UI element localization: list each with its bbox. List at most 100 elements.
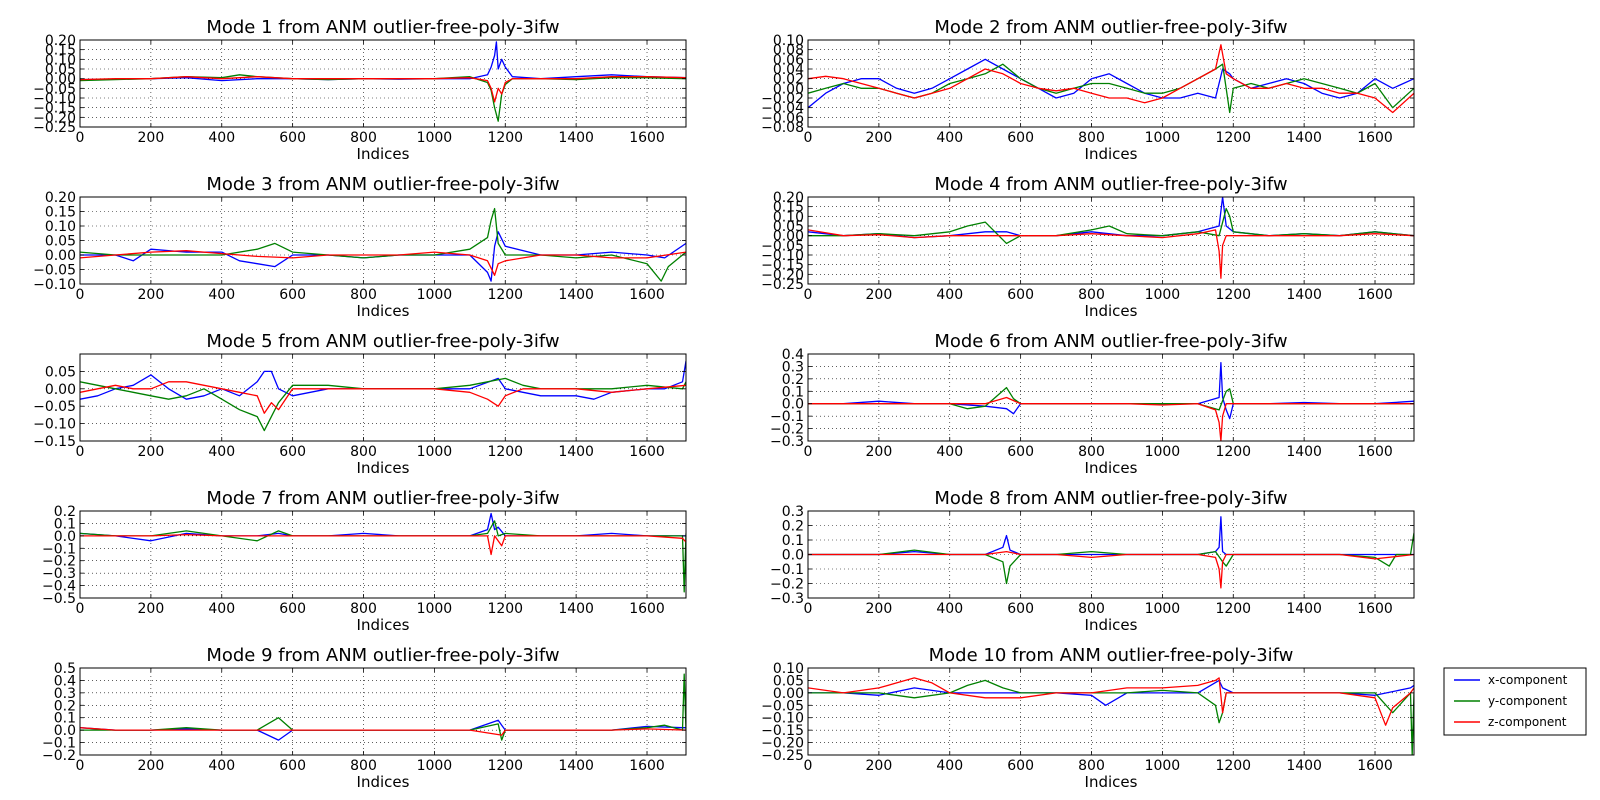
x-tick-label: 0	[804, 444, 813, 460]
subplots-grid: 0 200 400 600 800 1000 1200 1400 1600−0.25−0.20−…	[33, 17, 1415, 791]
x-tick-label: 800	[350, 444, 377, 460]
series-line-z	[80, 381, 686, 414]
x-tick-label: 1400	[558, 601, 594, 617]
y-tick-label: −0.15	[33, 434, 76, 450]
x-tick-label: 1000	[1145, 287, 1181, 303]
series-group	[80, 512, 686, 593]
plot-area	[80, 354, 686, 441]
x-tick-label: 200	[138, 601, 165, 617]
y-tick-label: 0.04	[773, 62, 804, 78]
x-tick-label: 400	[936, 444, 963, 460]
x-tick-label: 200	[138, 758, 165, 774]
y-tick-label: 0.05	[45, 62, 76, 78]
plot-area	[80, 668, 686, 755]
x-tick-label: 1200	[1215, 601, 1251, 617]
x-tick-label: 1600	[1357, 444, 1393, 460]
x-tick-label: 200	[866, 758, 893, 774]
series-line-z	[80, 250, 686, 276]
series-line-z	[808, 396, 1414, 441]
series-group	[808, 362, 1414, 441]
axes-frame	[79, 510, 687, 599]
legend: x-component y-component z-component	[1443, 667, 1587, 736]
y-tick-label: −0.3	[770, 434, 804, 450]
y-tick-label: −0.1	[42, 541, 76, 557]
x-axis-label: Indices	[1085, 773, 1138, 791]
y-tick-label: −0.2	[42, 748, 76, 764]
y-tick-label: −0.1	[770, 562, 804, 578]
x-tick-label: 1400	[1286, 287, 1322, 303]
x-axis-label: Indices	[357, 459, 410, 477]
x-tick-label: 800	[1078, 130, 1105, 146]
y-tick-label: 0.20	[45, 33, 76, 49]
x-tick-label: 800	[350, 758, 377, 774]
x-tick-label: 400	[208, 601, 235, 617]
y-tick-label: 0.05	[773, 673, 804, 689]
x-tick-label: 1400	[1286, 130, 1322, 146]
y-tick-label: −0.05	[33, 81, 76, 97]
x-tick-label: 800	[350, 130, 377, 146]
subplot-title: Mode 9 from ANM outlier-free-poly-3ifw	[206, 645, 559, 666]
axes-frame	[79, 353, 687, 442]
y-tick-label: 0.4	[782, 347, 804, 363]
x-tick-label: 1200	[1215, 444, 1251, 460]
axes-frame	[807, 353, 1415, 442]
y-tick-label: −0.1	[42, 736, 76, 752]
y-tick-label: 0.2	[782, 372, 804, 388]
series-group	[808, 197, 1414, 279]
x-axis-label: Indices	[357, 145, 410, 163]
x-tick-label: 1200	[1215, 287, 1251, 303]
x-axis-label: Indices	[357, 773, 410, 791]
x-tick-label: 1400	[558, 287, 594, 303]
x-tick-label: 800	[1078, 287, 1105, 303]
y-tick-label: −0.10	[761, 248, 804, 264]
x-tick-label: 600	[279, 287, 306, 303]
x-tick-label: 1400	[558, 130, 594, 146]
subplot-mode-5: 0 200 400 600 800 1000 1200 1400 1600 −0.15−0.10 −…	[33, 331, 687, 477]
x-tick-label: 400	[936, 287, 963, 303]
series-group	[80, 41, 686, 122]
subplot-mode-3: 0 200 400 600 800 1000 1200 1400 1600−0.10−0.050…	[33, 174, 687, 320]
series-line-y	[80, 207, 686, 282]
y-tick-label: −0.20	[33, 110, 76, 126]
y-tick-label: −0.08	[761, 120, 804, 136]
y-tick-label: 0.3	[782, 359, 804, 375]
x-tick-label: 200	[138, 130, 165, 146]
x-axis-label: Indices	[1085, 302, 1138, 320]
x-tick-label: 1600	[1357, 130, 1393, 146]
x-tick-label: 1400	[558, 444, 594, 460]
legend-label-y: y-component	[1488, 694, 1567, 708]
y-tick-label: 0.1	[782, 384, 804, 400]
x-tick-label: 0	[804, 130, 813, 146]
y-tick-label: 0.0	[782, 397, 804, 413]
x-tick-label: 800	[1078, 758, 1105, 774]
plot-area	[80, 511, 686, 598]
y-tick-label: −0.25	[761, 277, 804, 293]
plot-area	[80, 40, 686, 127]
x-tick-label: 1600	[1357, 287, 1393, 303]
x-axis-label: Indices	[357, 616, 410, 634]
x-tick-label: 1600	[629, 444, 665, 460]
series-line-z	[808, 550, 1414, 589]
x-tick-label: 200	[866, 287, 893, 303]
y-tick-label: −0.20	[761, 267, 804, 283]
x-tick-label: 600	[1007, 130, 1034, 146]
x-tick-label: 0	[804, 287, 813, 303]
x-tick-label: 1600	[629, 287, 665, 303]
y-tick-label: 0.05	[773, 219, 804, 235]
subplot-mode-7: 0 200 400 600 800 1000 1200 1400 1600−0.5−0.4−0.…	[42, 488, 687, 634]
series-line-y	[808, 679, 1414, 755]
y-tick-label: −0.10	[33, 277, 76, 293]
subplot-mode-10: 0 200 400 600 800 1000 1200 1400 1600−0.25−0.20−…	[761, 645, 1415, 791]
y-tick-label: 0.1	[782, 533, 804, 549]
x-tick-label: 400	[208, 130, 235, 146]
y-tick-label: −0.2	[42, 554, 76, 570]
x-tick-label: 600	[1007, 601, 1034, 617]
x-tick-label: 0	[76, 130, 85, 146]
x-tick-label: 400	[208, 287, 235, 303]
x-tick-label: 1400	[1286, 444, 1322, 460]
x-tick-label: 1200	[487, 444, 523, 460]
subplot-title: Mode 1 from ANM outlier-free-poly-3ifw	[206, 17, 559, 38]
y-tick-label: 0.3	[54, 686, 76, 702]
axes-frame	[807, 196, 1415, 285]
y-tick-label: −0.10	[761, 711, 804, 727]
